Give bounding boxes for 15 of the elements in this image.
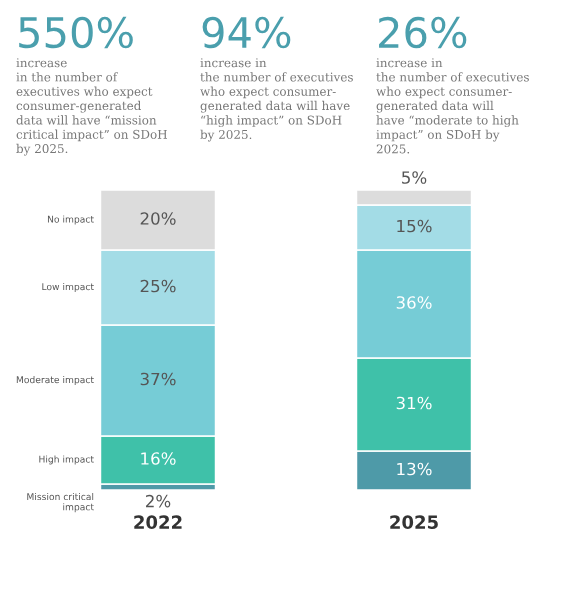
data-label: 2% xyxy=(146,494,171,508)
text: 26% xyxy=(379,16,467,49)
data-label: 36% xyxy=(396,296,432,309)
data-label: 25% xyxy=(140,279,176,293)
data-label: 13% xyxy=(397,462,432,476)
data-label: 20% xyxy=(140,212,176,225)
data-label: 16% xyxy=(141,452,176,465)
text: 94% xyxy=(202,16,291,49)
text: 550% xyxy=(19,16,133,49)
data-label: 37% xyxy=(140,372,176,386)
x-tick-label: 2025 xyxy=(390,515,438,529)
data-label: 31% xyxy=(396,396,432,410)
data-label: 15% xyxy=(397,219,432,233)
data-label: 5% xyxy=(402,171,427,184)
x-tick-label: 2022 xyxy=(134,515,182,529)
